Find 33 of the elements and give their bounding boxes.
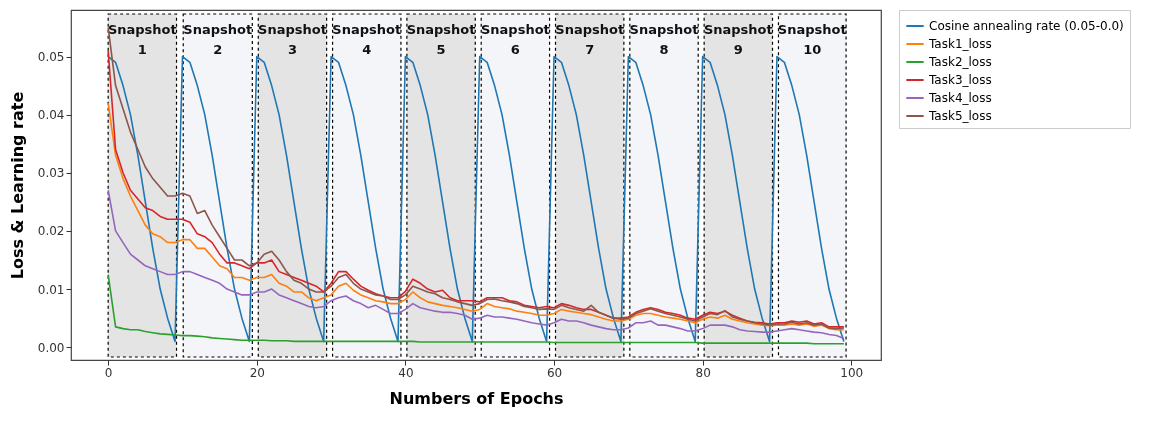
legend-label: Task2_loss [928, 55, 992, 69]
legend-label: Task4_loss [928, 91, 992, 105]
x-tick-label: 40 [398, 365, 414, 380]
band-label: Snapshot 5 [406, 22, 476, 57]
x-tick-label: 60 [546, 365, 563, 380]
legend-label: Cosine annealing rate (0.05-0.0) [929, 19, 1124, 33]
y-axis-title: Loss & Learning rate [7, 91, 27, 280]
x-axis-title: Numbers of Epochs [389, 388, 564, 408]
band-label: Snapshot 3 [258, 22, 327, 57]
band-label: Snapshot 1 [107, 22, 177, 57]
x-tick-label: 20 [249, 365, 265, 380]
band-label: Snapshot 9 [703, 22, 773, 57]
y-tick-label: 0.05 [37, 50, 65, 65]
band-label: Snapshot 10 [777, 22, 847, 57]
legend-label: Task5_loss [928, 109, 992, 123]
legend-label: Task1_loss [928, 37, 992, 51]
x-tick-label: 100 [840, 365, 864, 380]
x-tick-label: 80 [695, 365, 711, 380]
line-series [107, 189, 845, 340]
y-tick-label: 0.04 [37, 108, 65, 123]
y-tick-label: 0.03 [37, 166, 65, 181]
y-tick-label: 0.02 [37, 224, 65, 239]
band-label: Snapshot 6 [480, 22, 550, 57]
line-series [107, 273, 845, 345]
y-tick-label: 0.00 [37, 340, 65, 355]
line-series [107, 102, 845, 331]
band-label: Snapshot 7 [555, 22, 625, 57]
band-label: Snapshot 8 [629, 22, 699, 57]
band-label: Snapshot 4 [332, 22, 402, 57]
legend-label: Task3_loss [928, 73, 992, 87]
y-tick-label: 0.01 [37, 282, 65, 297]
x-tick-label: 0 [104, 365, 113, 380]
band-label: Snapshot 2 [183, 22, 253, 57]
